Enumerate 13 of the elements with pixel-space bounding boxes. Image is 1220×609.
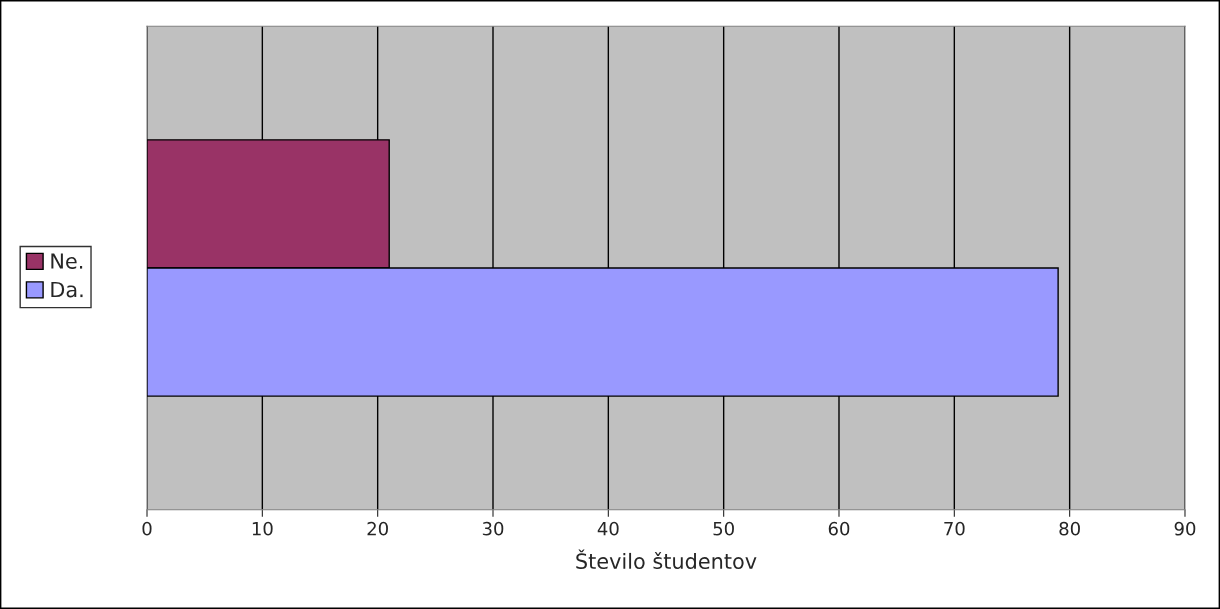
x-tick-label: 40	[597, 521, 619, 536]
x-tick-label: 60	[828, 521, 850, 536]
x-tick-label: 50	[713, 521, 734, 536]
x-tick-label: 70	[944, 521, 965, 536]
x-tick-label: 80	[1059, 521, 1080, 536]
x-tick-label: 0	[142, 521, 152, 536]
x-axis-title: Število študentov	[576, 549, 757, 570]
x-tick-label: 90	[1174, 521, 1196, 536]
x-tick-label: 30	[482, 521, 504, 536]
x-tick-label: 20	[367, 521, 388, 536]
x-tick-label: 10	[252, 521, 273, 536]
legend-label: Da.	[51, 281, 83, 298]
legend-label: Ne.	[51, 253, 83, 269]
